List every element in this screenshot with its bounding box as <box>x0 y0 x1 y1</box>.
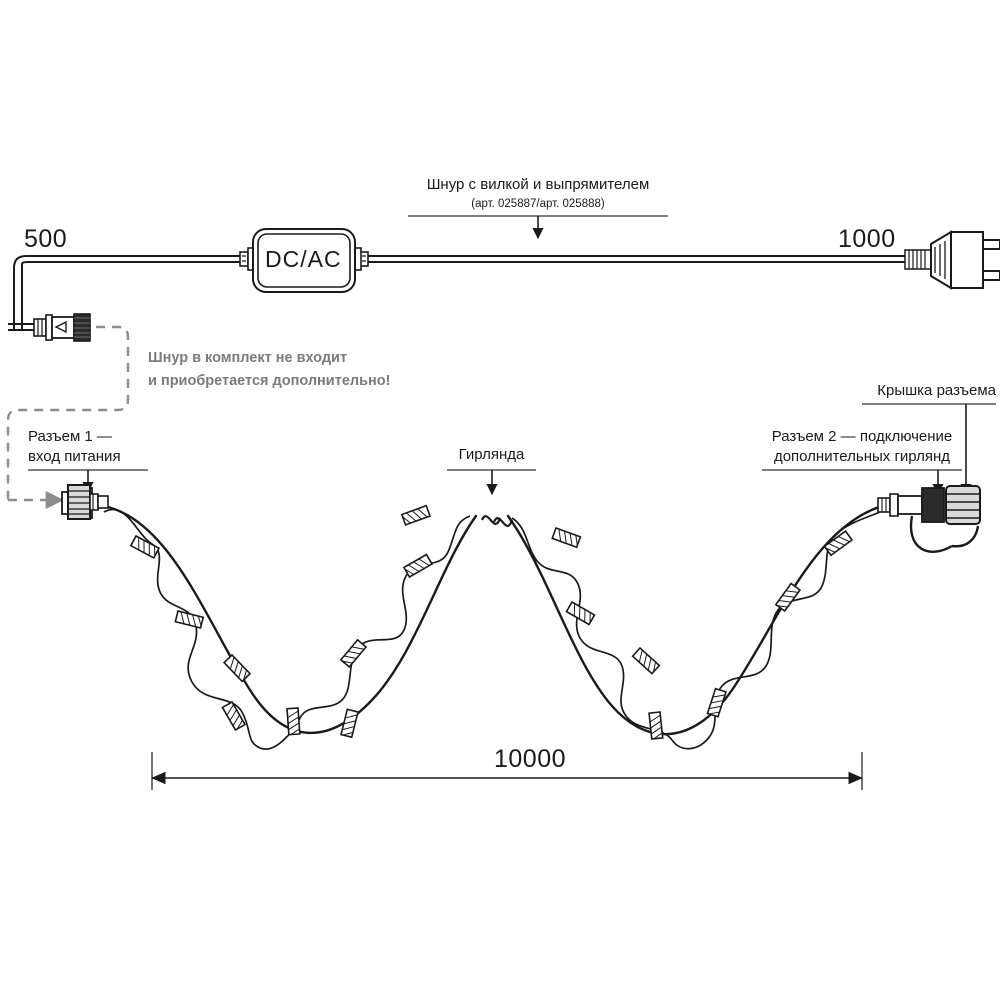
dimension-left-cable-label: 500 <box>24 225 68 253</box>
not-included-note-line2: и приобретается дополнительно! <box>148 373 391 389</box>
led-bulb-icon <box>339 638 368 669</box>
dimension-garland-label: 10000 <box>494 745 567 773</box>
wire-break-symbol-icon <box>480 515 514 527</box>
connector-cap-label: Крышка разъема <box>877 382 996 399</box>
connector1-label-line1: Разъем 1 — <box>28 428 112 445</box>
led-bulb-icon <box>402 553 434 579</box>
male-connector-icon <box>8 313 91 342</box>
left-power-cable <box>13 255 244 330</box>
led-bulb-icon <box>221 700 247 732</box>
not-included-note-line1: Шнур в комплект не входит <box>148 350 348 366</box>
led-bulb-icon <box>129 534 161 560</box>
power-cord-article: (арт. 025887/арт. 025888) <box>471 198 605 210</box>
led-bulb-icon <box>648 711 664 740</box>
adapter-label: DC/AC <box>265 246 342 272</box>
output-connector-icon <box>877 487 953 553</box>
led-bulb-icon <box>565 600 596 626</box>
garland-twisted-wire <box>103 508 881 750</box>
connector2-label-line1: Разъем 2 — подключение <box>771 428 953 445</box>
connector2-label-line2: дополнительных гирлянд <box>773 448 951 465</box>
led-bulb-icon <box>774 582 802 613</box>
garland-label: Гирлянда <box>458 446 525 463</box>
led-bulbs-group <box>129 504 854 740</box>
dimension-right-cable-label: 1000 <box>838 225 896 253</box>
led-bulb-icon <box>286 707 301 736</box>
eu-mains-plug-icon <box>904 230 1000 290</box>
transformer-box-icon <box>239 228 369 293</box>
dimension-10000 <box>151 752 863 790</box>
dashed-routing-path-icon <box>6 325 130 500</box>
right-power-cable <box>368 255 908 263</box>
connector1-label-line2: вход питания <box>28 448 121 465</box>
connector-cap-icon <box>945 485 981 548</box>
power-cord-label: Шнур с вилкой и выпрямителем <box>426 176 650 193</box>
led-bulb-icon <box>400 504 432 526</box>
led-bulb-icon <box>823 529 854 557</box>
power-input-connector-icon <box>61 484 109 520</box>
led-bulb-icon <box>222 653 252 683</box>
led-bulb-icon <box>631 646 661 675</box>
